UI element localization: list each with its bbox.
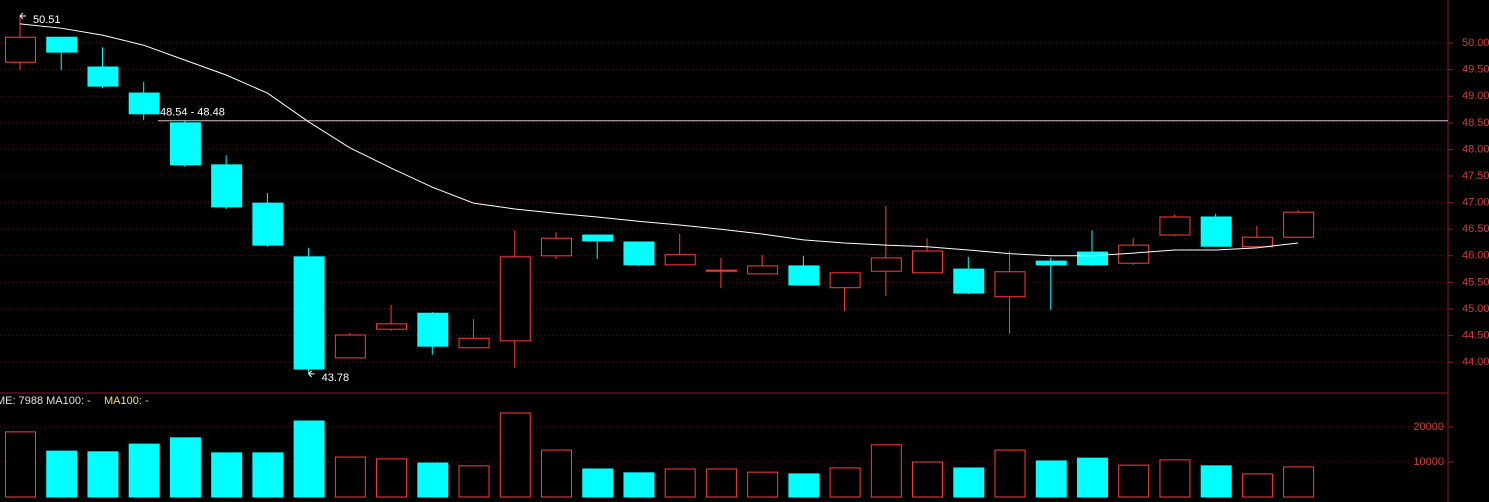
- candle-body: [747, 265, 779, 275]
- y-tick-label: 44.00: [1462, 356, 1489, 368]
- volume-bar: [953, 467, 985, 498]
- volume-bar: [829, 467, 861, 498]
- y-tick-label: 49.00: [1462, 90, 1489, 102]
- y-tick-label: 47.00: [1462, 197, 1489, 209]
- candle-body: [458, 337, 490, 349]
- y-tick-label: 46.00: [1462, 250, 1489, 262]
- candle-body: [1241, 236, 1273, 248]
- volume-header: ME: 7988 MA100: -: [0, 395, 91, 407]
- candle-body: [623, 241, 655, 266]
- volume-bar: [46, 450, 78, 498]
- volume-bar: [293, 420, 325, 498]
- candle-body: [705, 269, 737, 272]
- candle-body: [829, 272, 861, 289]
- volume-bar: [499, 412, 531, 498]
- low-marker: [308, 370, 315, 378]
- candle-body: [211, 164, 243, 208]
- candle-body: [1159, 216, 1191, 236]
- high-marker: [19, 12, 26, 20]
- y-tick-label: 45.00: [1462, 303, 1489, 315]
- volume-bar: [1159, 459, 1191, 498]
- volume-bar: [252, 452, 284, 498]
- y-tick-label: 50.00: [1462, 37, 1489, 49]
- volume-bar: [458, 465, 490, 498]
- candle-body: [664, 254, 696, 266]
- volume-bar: [1283, 466, 1315, 498]
- candle-body: [953, 268, 985, 294]
- y-tick-label: 48.00: [1462, 143, 1489, 155]
- volume-bar: [1076, 457, 1108, 498]
- candle-body: [1200, 216, 1232, 247]
- volume-bar: [1241, 473, 1273, 498]
- candle-body: [417, 312, 449, 347]
- candle-body: [252, 202, 284, 246]
- y-tick-label: 48.50: [1462, 117, 1489, 129]
- moving-average-line: [19, 23, 1299, 257]
- volume-bar: [1035, 460, 1067, 498]
- volume-bar: [169, 437, 201, 498]
- candle-body: [788, 265, 820, 286]
- y-tick-label: 45.50: [1462, 276, 1489, 288]
- candle-body: [870, 257, 902, 272]
- candle-body: [912, 250, 944, 274]
- y-tick-label: 44.50: [1462, 329, 1489, 341]
- volume-bar: [994, 449, 1026, 498]
- volume-bar: [540, 449, 572, 498]
- reference-label: 48.54 - 48.48: [160, 107, 225, 119]
- y-tick-label: 49.50: [1462, 64, 1489, 76]
- candle-body: [376, 323, 408, 330]
- volume-bar: [5, 431, 36, 498]
- volume-ma-label: MA100: -: [104, 395, 149, 407]
- candle-body: [1035, 260, 1067, 266]
- candle-body: [1283, 211, 1315, 238]
- candle-body: [540, 237, 572, 257]
- candle-body: [128, 92, 160, 115]
- volume-bar: [211, 452, 243, 498]
- volume-bar: [87, 451, 119, 498]
- candle-body: [582, 234, 614, 242]
- volume-bar: [376, 458, 408, 498]
- candle-body: [499, 256, 531, 342]
- y-tick-label: 10000: [1413, 456, 1444, 468]
- volume-bar: [705, 468, 737, 498]
- volume-bar: [417, 462, 449, 498]
- volume-bar: [128, 443, 160, 498]
- volume-bar: [747, 471, 779, 498]
- volume-bar: [870, 444, 902, 498]
- candle-body: [46, 36, 78, 53]
- volume-bar: [664, 468, 696, 498]
- candle-body: [5, 36, 36, 63]
- y-tick-label: 47.50: [1462, 170, 1489, 182]
- volume-bar: [334, 456, 366, 498]
- high-label: 50.51: [33, 14, 61, 26]
- candle-body: [169, 122, 201, 166]
- volume-bar: [1200, 465, 1232, 498]
- volume-bar: [582, 468, 614, 498]
- candle-body: [293, 256, 325, 370]
- volume-bar: [1118, 464, 1150, 498]
- candle-body: [87, 66, 119, 87]
- y-tick-label: 20000: [1413, 421, 1444, 433]
- y-tick-label: 46.50: [1462, 223, 1489, 235]
- candle-body: [334, 334, 366, 359]
- candle-body: [994, 271, 1026, 298]
- low-label: 43.78: [322, 372, 350, 384]
- candle-body: [1076, 251, 1108, 266]
- volume-bar: [912, 461, 944, 498]
- volume-bar: [623, 472, 655, 498]
- volume-bar: [788, 473, 820, 498]
